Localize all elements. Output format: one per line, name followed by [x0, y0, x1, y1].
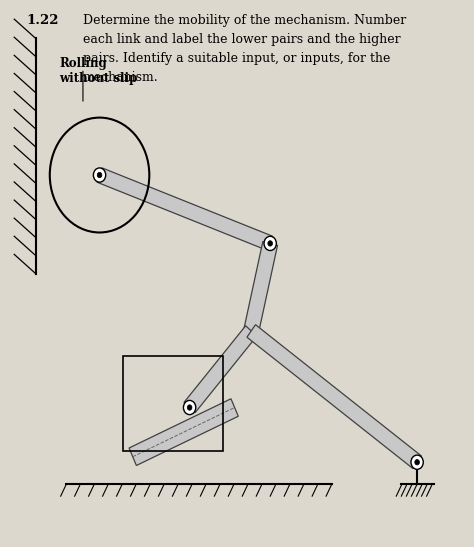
Circle shape: [415, 459, 419, 465]
Circle shape: [411, 455, 423, 469]
Circle shape: [183, 400, 196, 415]
Circle shape: [264, 236, 276, 251]
Circle shape: [187, 405, 192, 410]
Circle shape: [268, 241, 273, 246]
Bar: [123, 356, 223, 451]
Text: Determine the mobility of the mechanism. Number
each link and label the lower pa: Determine the mobility of the mechanism.…: [83, 14, 406, 84]
Polygon shape: [97, 168, 273, 251]
Text: 1.22: 1.22: [26, 14, 59, 27]
Polygon shape: [129, 399, 238, 465]
Polygon shape: [184, 326, 257, 412]
Circle shape: [97, 172, 102, 178]
Text: Rolling
without slip: Rolling without slip: [59, 57, 137, 85]
Polygon shape: [244, 242, 278, 333]
Polygon shape: [247, 325, 421, 468]
Circle shape: [93, 168, 106, 182]
